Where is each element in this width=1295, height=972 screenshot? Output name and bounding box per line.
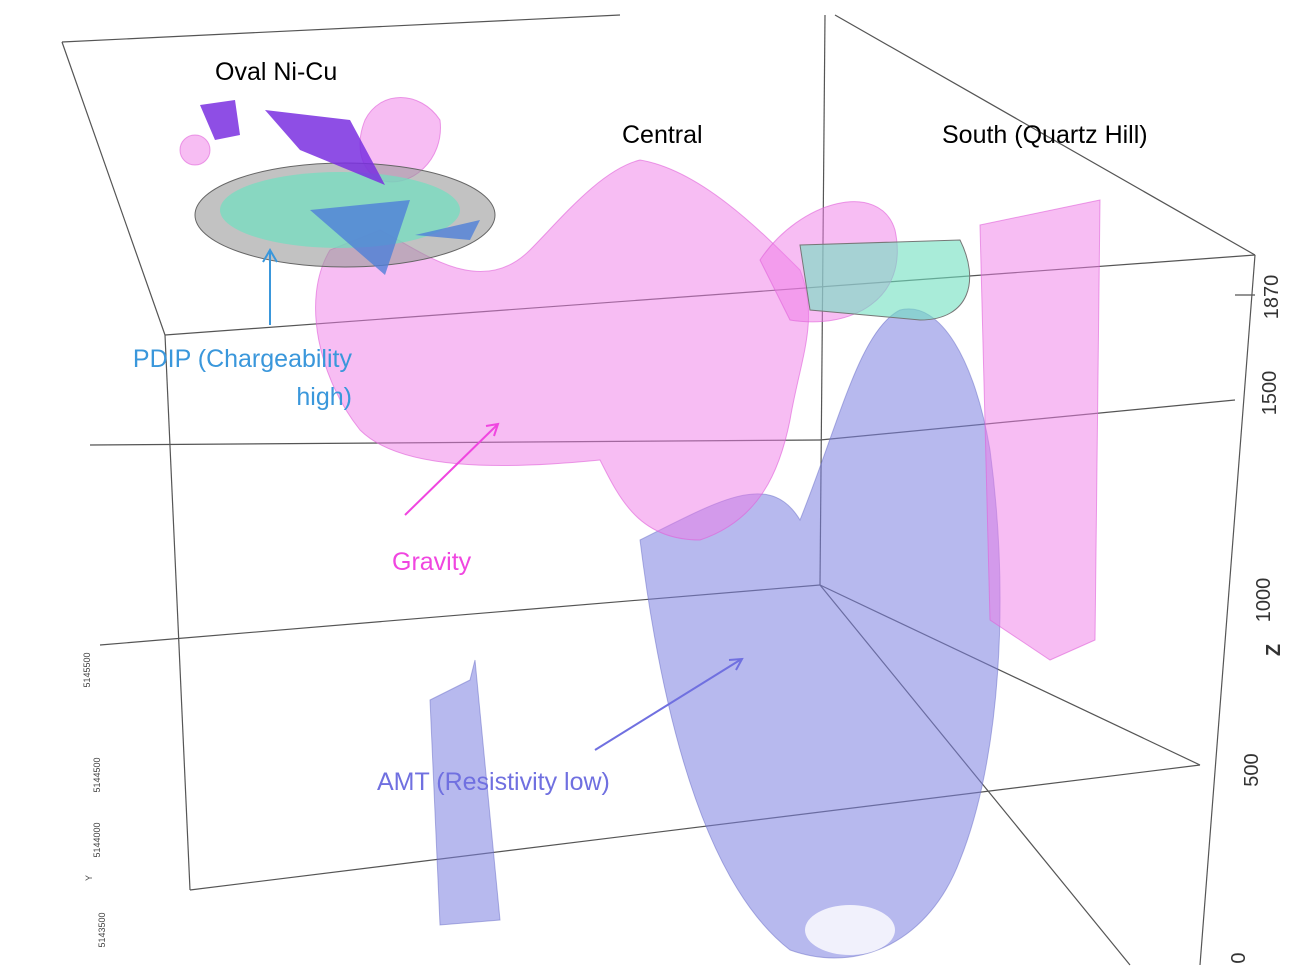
amt-body (429, 308, 1001, 959)
y-tick-label: 5145500 (82, 652, 92, 687)
label: South (Quartz Hill) (942, 121, 1148, 149)
y-axis-label: Y (84, 875, 94, 881)
pdip-body (194, 100, 971, 321)
amt-hole (805, 905, 895, 955)
gravity-body (179, 97, 1101, 661)
y-tick-label: 5143500 (97, 912, 107, 947)
label: Gravity (392, 548, 472, 576)
label: Central (622, 121, 703, 149)
z-tick-label: 1500 (1259, 371, 1281, 416)
z-tick-label: 0 (1228, 952, 1250, 963)
z-axis-label: Z (1263, 644, 1285, 656)
y-tick-label: 5144000 (92, 822, 102, 857)
y-tick-label: 5144500 (92, 757, 102, 792)
z-tick-label: 500 (1241, 753, 1263, 786)
z-tick-label: 1870 (1261, 275, 1283, 320)
label: high) (296, 383, 352, 411)
label: PDIP (Chargeability (133, 345, 353, 373)
label: Oval Ni-Cu (215, 58, 337, 86)
label: AMT (Resistivity low) (377, 768, 610, 796)
arrows (262, 248, 744, 751)
z-tick-label: 1000 (1253, 578, 1275, 623)
